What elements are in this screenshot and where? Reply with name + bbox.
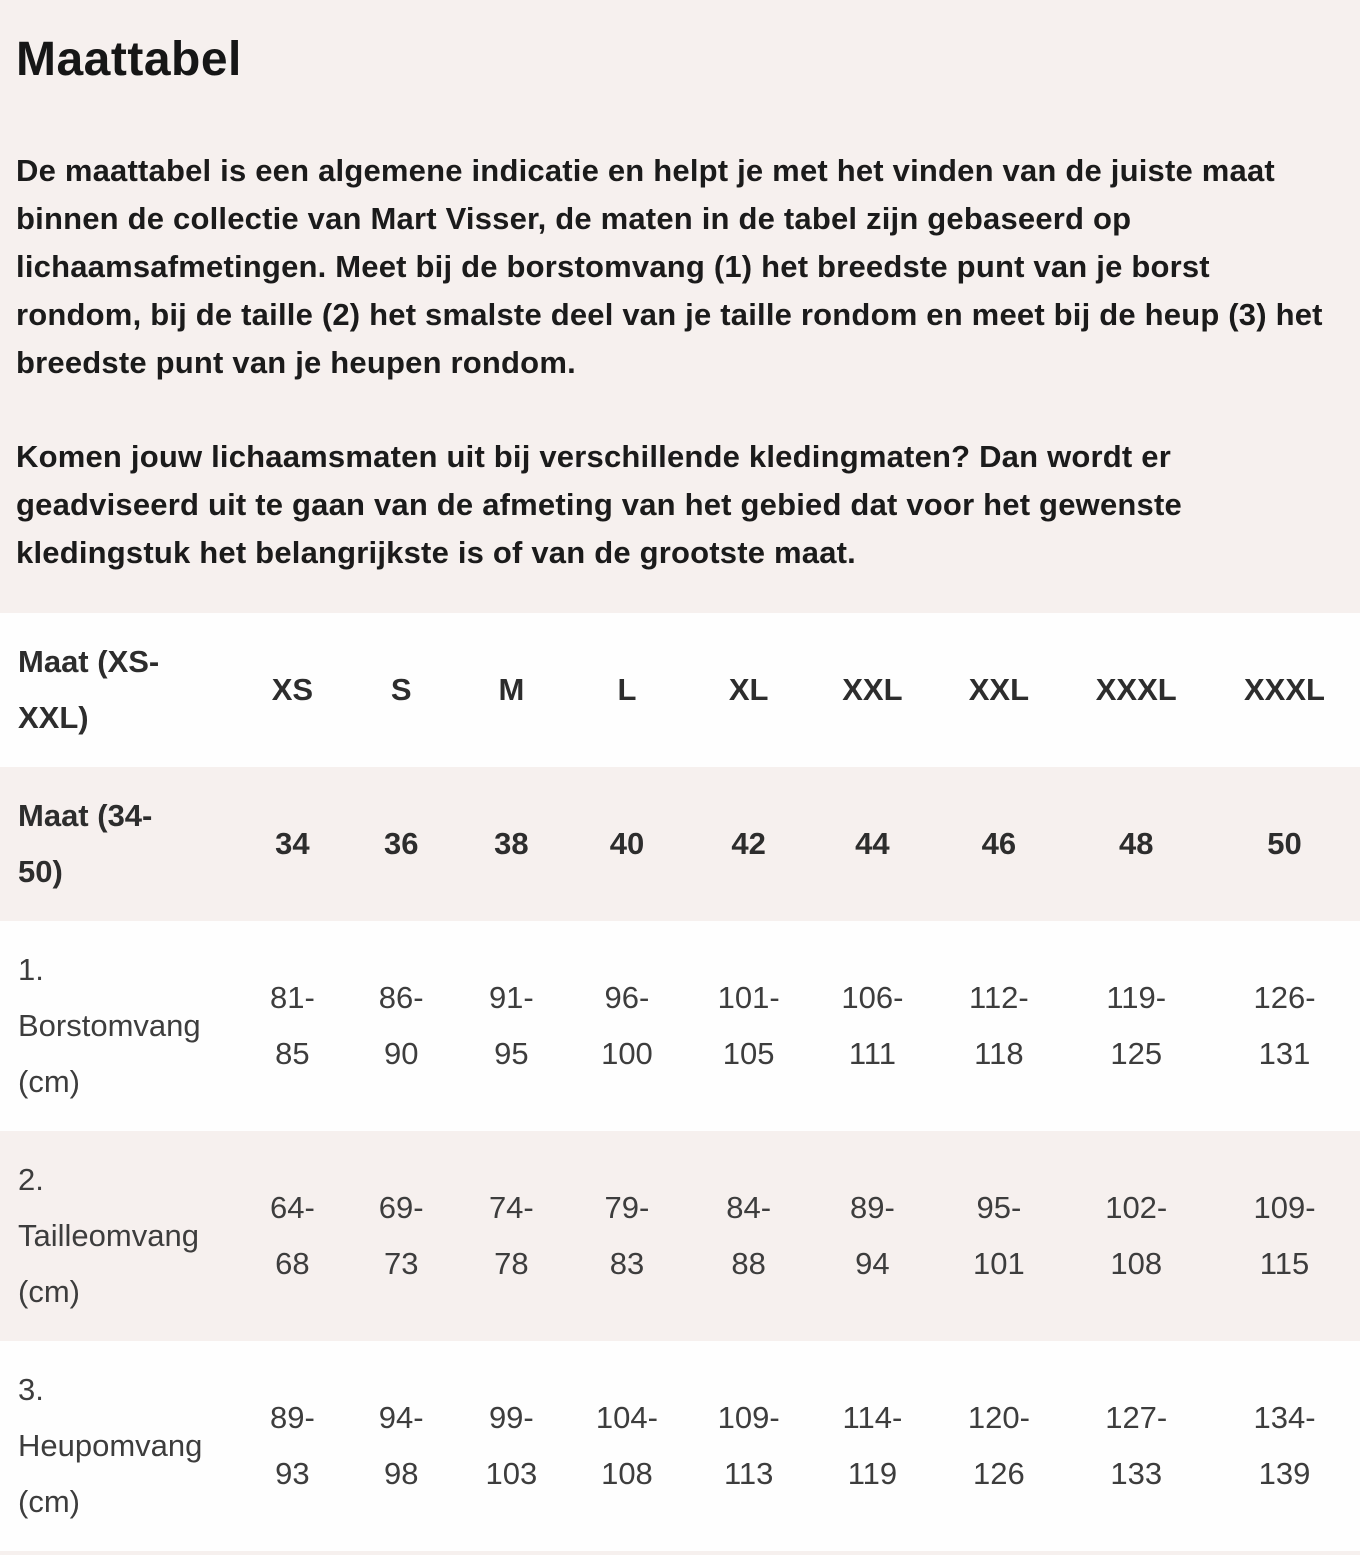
size-cell: 81- 85: [269, 980, 315, 1071]
size-cell: 114- 119: [842, 1400, 903, 1491]
size-row-label: 3. Heupomvang (cm): [18, 1372, 203, 1519]
size-cell: XXL: [842, 672, 903, 707]
size-row-label: Maat (34- 50): [18, 798, 153, 889]
size-table-body: Maat (XS- XXL) XS S M L XL XXL XXL XXXL XXXL Maat …: [0, 613, 1360, 1551]
size-table-row: 2. Tailleomvang (cm) 64- 68 69- 73 74- 78 79…: [0, 1131, 1360, 1341]
size-guide-intro-section: Maattabel De maattabel is een algemene i…: [0, 0, 1360, 577]
size-cell: 50: [1267, 826, 1302, 861]
size-row-label: Maat (XS- XXL): [18, 644, 160, 735]
size-cell: 89- 93: [269, 1400, 315, 1491]
size-cell: XS: [271, 672, 314, 707]
size-cell: 91- 95: [488, 980, 534, 1071]
size-cell: 38: [494, 826, 529, 861]
size-cell: 69- 73: [378, 1190, 424, 1281]
size-cell: XXL: [968, 672, 1030, 707]
advice-paragraph: Komen jouw lichaamsmaten uit bij verschi…: [16, 439, 1182, 570]
size-cell: 74- 78: [488, 1190, 534, 1281]
size-cell: 106- 111: [841, 980, 904, 1071]
size-cell: L: [617, 672, 637, 707]
size-cell: 84- 88: [726, 1190, 772, 1281]
size-table-row: Maat (XS- XXL) XS S M L XL XXL XXL XXXL XXXL: [0, 613, 1360, 767]
size-cell: 96- 100: [601, 980, 653, 1071]
size-cell: 48: [1118, 826, 1154, 861]
size-cell: 34: [275, 826, 310, 861]
size-cell: 46: [981, 826, 1017, 861]
size-cell: 102- 108: [1105, 1190, 1168, 1281]
size-cell: 42: [731, 826, 766, 861]
size-cell: 127- 133: [1105, 1400, 1168, 1491]
size-cell: 94- 98: [378, 1400, 424, 1491]
size-table: Maat (XS- XXL) XS S M L XL XXL XXL XXXL XXXL Maat …: [0, 613, 1360, 1551]
size-cell: M: [498, 672, 525, 707]
size-table-row: 1. Borstomvang (cm) 81- 85 86- 90 91- 95 96-…: [0, 921, 1360, 1131]
size-cell: 104- 108: [595, 1400, 658, 1491]
size-cell: 120- 126: [967, 1400, 1030, 1491]
size-cell: 36: [383, 826, 419, 861]
size-cell: 40: [609, 826, 645, 861]
size-cell: XXXL: [1244, 672, 1325, 707]
size-cell: 134- 139: [1253, 1400, 1316, 1491]
size-cell: 119- 125: [1106, 980, 1167, 1071]
size-cell: S: [390, 672, 412, 707]
size-table-row: 3. Heupomvang (cm) 89- 93 94- 98 99- 103 104…: [0, 1341, 1360, 1551]
page-title: Maattabel: [16, 33, 242, 86]
size-row-label: 1. Borstomvang (cm): [18, 952, 201, 1099]
size-cell: 126- 131: [1253, 980, 1316, 1071]
size-cell: 44: [855, 826, 890, 861]
size-cell: 95- 101: [973, 1190, 1025, 1281]
size-table-row: Maat (34- 50) 34 36 38 40 42 44 46 48 50: [0, 767, 1360, 921]
intro-paragraph: De maattabel is een algemene indicatie e…: [16, 153, 1323, 380]
size-cell: 101- 105: [717, 980, 780, 1071]
size-row-label: 2. Tailleomvang (cm): [18, 1162, 199, 1309]
size-cell: 109- 115: [1253, 1190, 1316, 1281]
size-cell: XL: [728, 672, 769, 707]
size-cell: 112- 118: [969, 980, 1029, 1071]
size-cell: 109- 113: [717, 1400, 780, 1491]
size-cell: 99- 103: [485, 1400, 538, 1491]
size-cell: 79- 83: [604, 1190, 650, 1281]
size-cell: 64- 68: [269, 1190, 315, 1281]
size-cell: XXXL: [1095, 672, 1177, 707]
size-cell: 86- 90: [378, 980, 424, 1071]
size-cell: 89- 94: [850, 1190, 895, 1281]
